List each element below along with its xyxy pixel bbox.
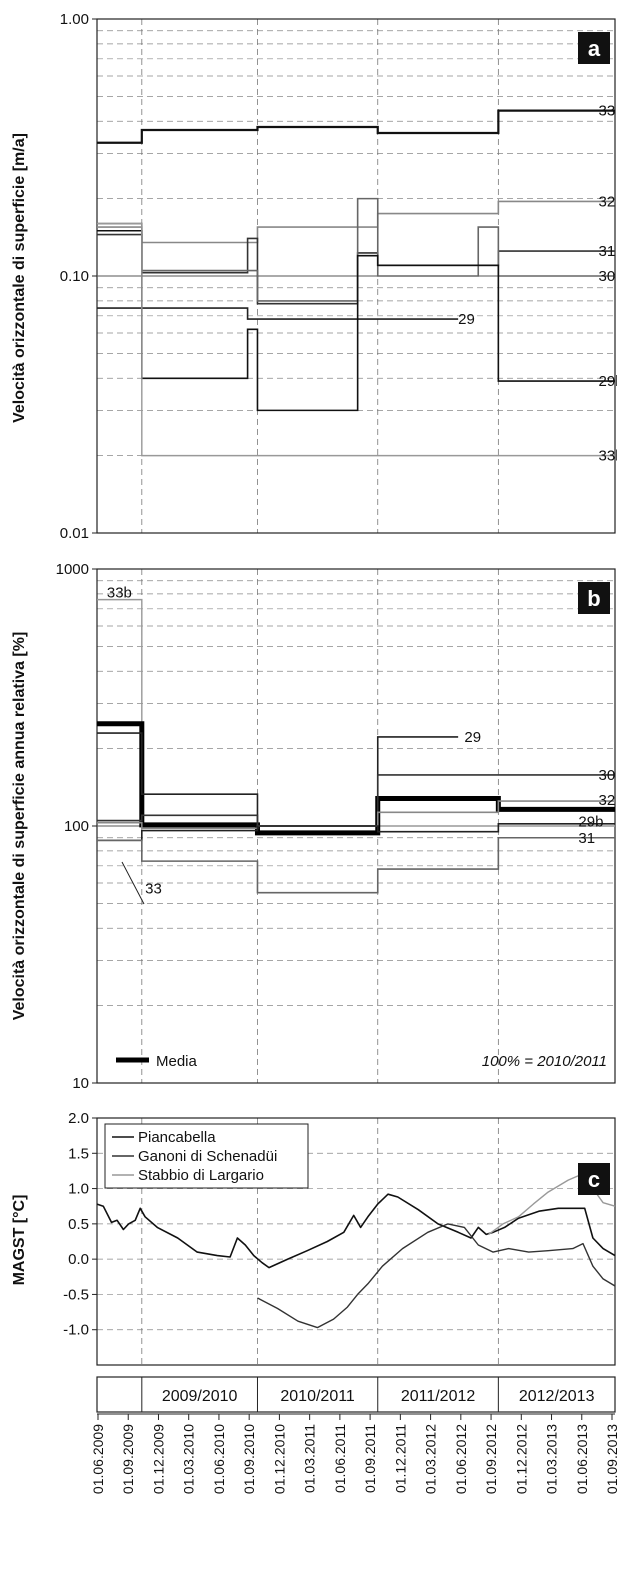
period-label: 2010/2011 [280,1388,355,1405]
date-tick-label: 01.03.2011 [302,1424,318,1493]
panel-badge-letter: b [587,586,600,611]
y-tick-label: -0.5 [63,1286,89,1303]
date-tick-label: 01.09.2013 [604,1424,617,1494]
series-line-Media [97,721,615,836]
panel-badge-c [578,1163,610,1195]
period-label: 2011/2012 [401,1388,476,1405]
series-label-32: 32 [599,193,616,210]
y-tick-label: 1.5 [68,1145,89,1162]
series-line-33 [97,109,615,144]
series-label-29b: 29b [599,373,617,390]
series-label-33: 33 [145,881,162,898]
series-line-piancabella [96,1193,616,1269]
series-line-ganoni-di-schenadüi [257,1223,616,1329]
y-tick-label: 1.0 [68,1181,89,1198]
period-label: 2012/2013 [519,1388,595,1405]
series-label-29: 29 [458,311,475,328]
label-leader-33 [121,861,145,905]
legend-label: Ganoni di Schenadüi [138,1148,277,1165]
series-line-33b [97,598,615,827]
series-line-33b [97,222,615,457]
series-line-29 [97,307,459,320]
panel-badge-letter: a [588,36,601,61]
date-tick-label: 01.06.2009 [90,1424,106,1494]
date-tick-label: 01.09.2011 [362,1424,378,1493]
date-tick-label: 01.12.2010 [271,1424,287,1494]
y-tick-label: 0.01 [60,525,89,542]
date-tick-label: 01.12.2012 [513,1424,529,1494]
date-tick-label: 01.06.2013 [574,1424,590,1494]
date-tick-label: 01.03.2010 [181,1424,197,1494]
series-label-33b: 33b [107,585,132,602]
series-label-32: 32 [599,792,616,809]
y-tick-label: 0.5 [68,1216,89,1233]
panel-c: 2.0 1.5 1.0 0.5 0.0 -0.5 -1.0 Piancabella Ganoni… [11,1110,616,1366]
y-axis-label: Velocità orizzontale di superficie annua… [11,632,28,1021]
y-tick-label: 100 [64,818,89,835]
date-tick-label: 01.03.2012 [423,1424,439,1494]
series-label-29b: 29b [578,814,603,831]
date-tick-label: 01.09.2009 [120,1424,136,1494]
series-line-31 [97,836,615,894]
series-line-30 [97,197,615,302]
legend-label: Piancabella [138,1129,216,1146]
y-axis-label: MAGST [°C] [11,1195,28,1286]
series-line-30 [97,774,615,827]
panel-badge-a [578,32,610,64]
y-tick-label: -1.0 [63,1322,89,1339]
series-line-29 [97,732,459,827]
series-line-32 [97,200,615,244]
series-label-29: 29 [464,729,481,746]
date-tick-label: 01.06.2012 [453,1424,469,1494]
y-tick-label: 1000 [56,561,89,578]
legend-label: Stabbio di Largario [138,1167,264,1184]
series-label-30: 30 [599,268,616,285]
legend-label-media: Media [156,1053,198,1070]
date-tick-label: 01.03.2013 [544,1424,560,1494]
y-axis-label: Velocità orizzontale di superficie [m/a] [11,133,28,423]
series-label-33b: 33b [599,448,617,465]
plot-frame-c [96,1117,616,1366]
time-axis: 2009/2010 2010/2011 2011/2012 2012/2013 01.0… [90,1376,617,1494]
date-tick-label: 01.09.2010 [241,1424,257,1494]
date-tick-label: 01.12.2011 [392,1424,408,1493]
series-label-31: 31 [599,243,616,260]
period-bar [96,1376,616,1413]
panel-a: 1.00 0.10 0.01 33 32 31 30 29 29b 33b a Velocità or… [11,11,617,542]
panel-badge-b [578,582,610,614]
legend-box [104,1123,309,1189]
series-line-29b [97,822,615,842]
series-line-stabbio-di-largario [488,1172,616,1235]
date-tick-label: 01.06.2010 [211,1424,227,1494]
panel-b: 1000 100 10 b Velocità orizzontale di superf… [11,561,616,1092]
y-tick-label: 0.0 [68,1251,89,1268]
y-tick-label: 1.00 [60,11,89,28]
y-tick-label: 2.0 [68,1110,89,1127]
date-tick-label: 01.12.2009 [151,1424,167,1494]
series-label-30: 30 [599,767,616,784]
series-label-33: 33 [599,103,616,120]
panel-badge-letter: c [588,1167,600,1192]
series-line-31 [97,233,615,305]
series-line-29b [97,229,615,412]
y-tick-label: 10 [72,1075,89,1092]
date-tick-label: 01.06.2011 [332,1424,348,1493]
series-label-31: 31 [578,830,595,847]
date-tick-label: 01.09.2012 [483,1424,499,1494]
period-label: 2009/2010 [162,1388,238,1405]
reference-note: 100% = 2010/2011 [482,1053,607,1070]
y-tick-label: 0.10 [60,268,89,285]
